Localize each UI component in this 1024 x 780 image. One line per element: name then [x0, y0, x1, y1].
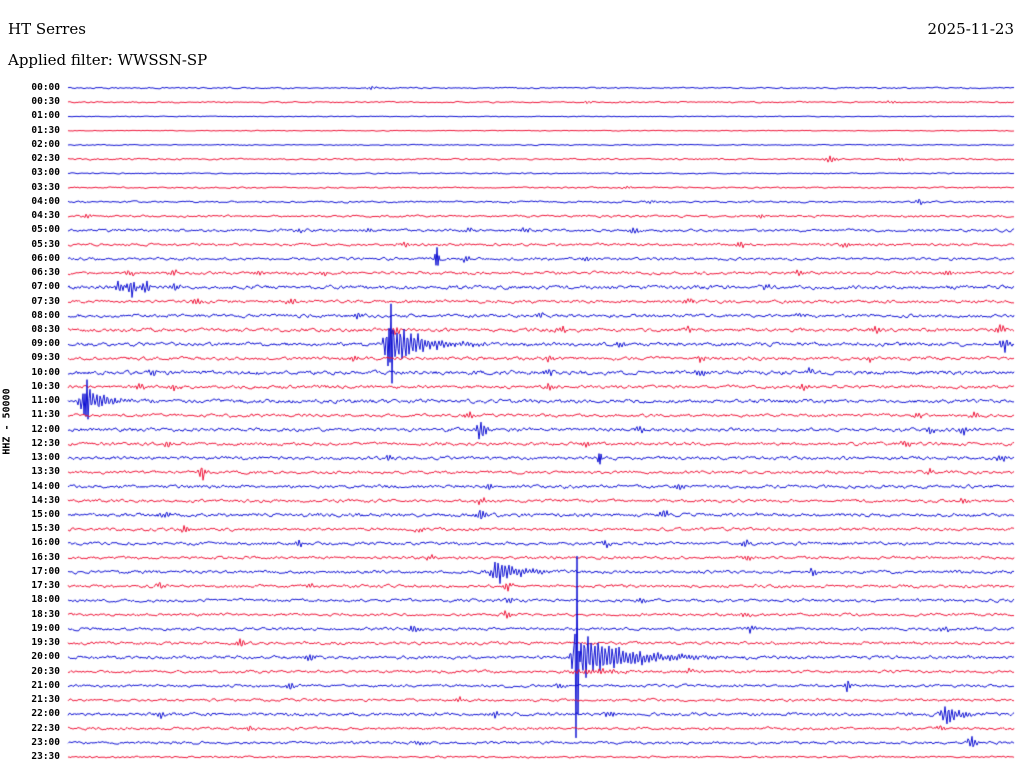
helicorder-page: HT Serres 2025-11-23 Applied filter: WWS…: [0, 0, 1024, 780]
helicorder-canvas: [0, 0, 1024, 780]
